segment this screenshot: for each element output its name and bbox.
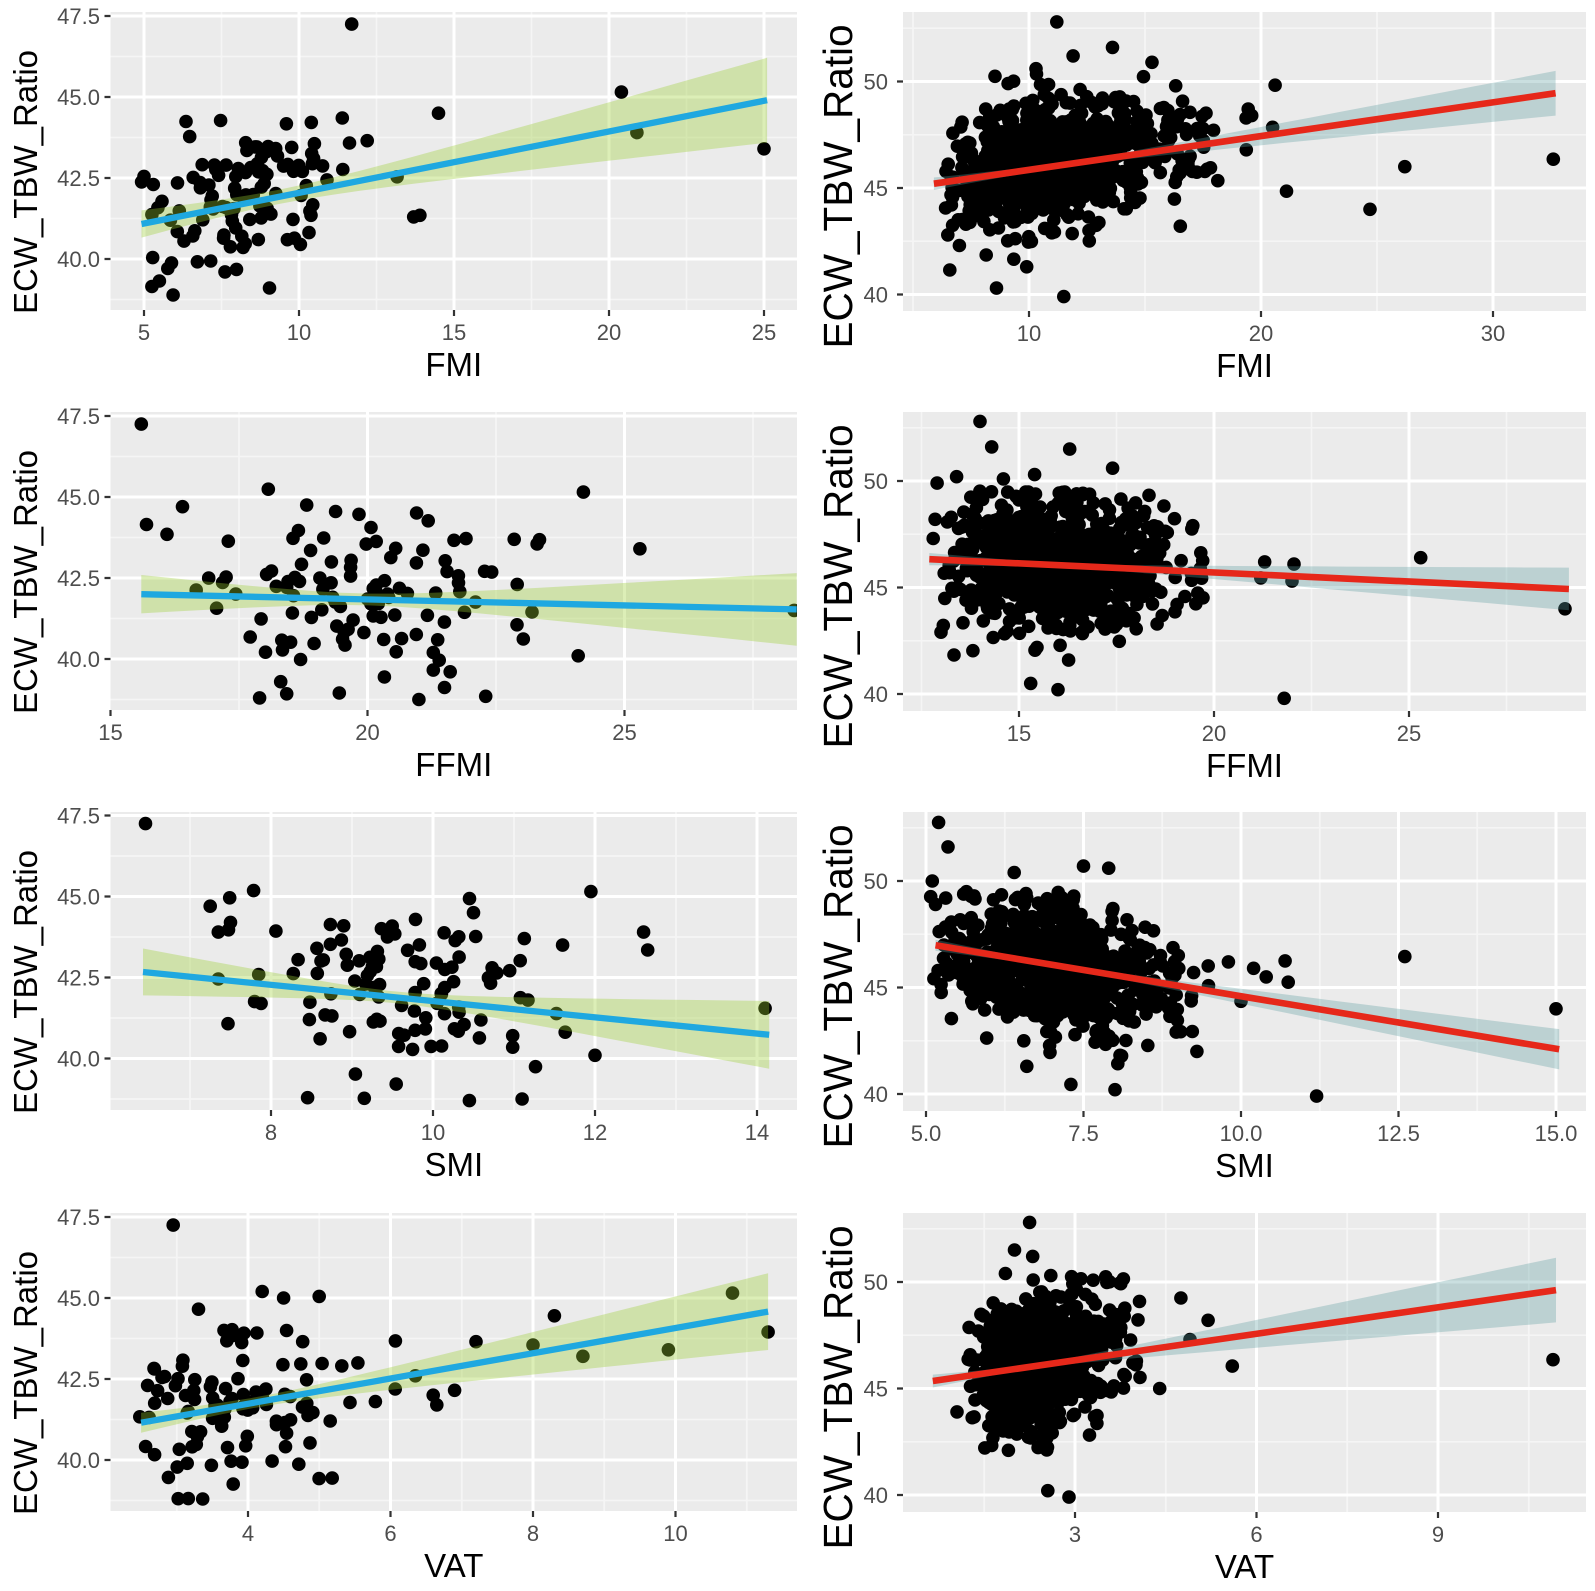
svg-text:20: 20 [355, 720, 379, 745]
svg-text:15.0: 15.0 [1535, 1121, 1578, 1146]
svg-text:ECW_TBW_Ratio: ECW_TBW_Ratio [815, 24, 861, 348]
svg-text:9: 9 [1432, 1522, 1444, 1547]
svg-text:40: 40 [864, 682, 888, 707]
svg-text:45: 45 [864, 576, 888, 601]
svg-text:VAT: VAT [1215, 1548, 1274, 1585]
svg-text:12.5: 12.5 [1377, 1121, 1420, 1146]
svg-text:40: 40 [864, 283, 888, 308]
svg-text:45.0: 45.0 [57, 1286, 100, 1311]
svg-text:7.5: 7.5 [1068, 1121, 1099, 1146]
svg-text:12: 12 [583, 1120, 607, 1145]
svg-text:30: 30 [1481, 321, 1505, 346]
svg-text:FFMI: FFMI [415, 746, 492, 783]
svg-text:15: 15 [1007, 721, 1031, 746]
svg-text:40.0: 40.0 [57, 1047, 100, 1072]
svg-text:14: 14 [745, 1120, 769, 1145]
svg-text:ECW_TBW_Ratio: ECW_TBW_Ratio [7, 50, 44, 314]
svg-text:45: 45 [864, 976, 888, 1001]
svg-text:25: 25 [612, 720, 636, 745]
svg-text:50: 50 [864, 869, 888, 894]
svg-text:10: 10 [1017, 321, 1041, 346]
svg-text:10: 10 [287, 320, 311, 345]
svg-text:40.0: 40.0 [57, 647, 100, 672]
svg-text:SMI: SMI [424, 1146, 483, 1183]
svg-text:42.5: 42.5 [57, 166, 100, 191]
svg-text:42.5: 42.5 [57, 966, 100, 991]
svg-text:6: 6 [384, 1521, 396, 1546]
svg-text:VAT: VAT [424, 1547, 483, 1584]
svg-text:25: 25 [1397, 721, 1421, 746]
svg-text:ECW_TBW_Ratio: ECW_TBW_Ratio [7, 450, 44, 714]
svg-text:10: 10 [421, 1120, 445, 1145]
svg-text:FMI: FMI [1216, 347, 1273, 384]
svg-text:20: 20 [1249, 321, 1273, 346]
svg-text:50: 50 [864, 469, 888, 494]
svg-text:SMI: SMI [1215, 1147, 1274, 1184]
svg-text:40.0: 40.0 [57, 1448, 100, 1473]
svg-text:ECW_TBW_Ratio: ECW_TBW_Ratio [815, 824, 861, 1148]
svg-text:15: 15 [98, 720, 122, 745]
svg-text:6: 6 [1250, 1522, 1262, 1547]
svg-text:20: 20 [1202, 721, 1226, 746]
svg-text:25: 25 [752, 320, 776, 345]
svg-text:ECW_TBW_Ratio: ECW_TBW_Ratio [7, 1251, 44, 1515]
svg-text:10.0: 10.0 [1220, 1121, 1263, 1146]
svg-text:20: 20 [597, 320, 621, 345]
svg-text:ECW_TBW_Ratio: ECW_TBW_Ratio [815, 424, 861, 748]
svg-text:45.0: 45.0 [57, 885, 100, 910]
svg-text:42.5: 42.5 [57, 566, 100, 591]
svg-text:40.0: 40.0 [57, 247, 100, 272]
svg-text:47.5: 47.5 [57, 4, 100, 29]
svg-text:50: 50 [864, 70, 888, 95]
svg-text:5.0: 5.0 [911, 1121, 942, 1146]
svg-text:50: 50 [864, 1270, 888, 1295]
svg-text:FFMI: FFMI [1206, 747, 1283, 784]
svg-text:47.5: 47.5 [57, 1205, 100, 1230]
svg-text:10: 10 [663, 1521, 687, 1546]
svg-text:40: 40 [864, 1082, 888, 1107]
svg-text:47.5: 47.5 [57, 404, 100, 429]
svg-text:ECW_TBW_Ratio: ECW_TBW_Ratio [7, 850, 44, 1114]
svg-text:4: 4 [242, 1521, 254, 1546]
svg-text:45.0: 45.0 [57, 85, 100, 110]
svg-text:8: 8 [527, 1521, 539, 1546]
svg-text:42.5: 42.5 [57, 1367, 100, 1392]
svg-text:5: 5 [138, 320, 150, 345]
svg-text:45: 45 [864, 1377, 888, 1402]
svg-text:ECW_TBW_Ratio: ECW_TBW_Ratio [815, 1225, 861, 1549]
svg-text:FMI: FMI [425, 346, 482, 383]
svg-text:45: 45 [864, 176, 888, 201]
svg-text:15: 15 [442, 320, 466, 345]
svg-text:3: 3 [1069, 1522, 1081, 1547]
svg-text:8: 8 [265, 1120, 277, 1145]
svg-text:47.5: 47.5 [57, 804, 100, 829]
svg-text:40: 40 [864, 1483, 888, 1508]
svg-text:45.0: 45.0 [57, 485, 100, 510]
